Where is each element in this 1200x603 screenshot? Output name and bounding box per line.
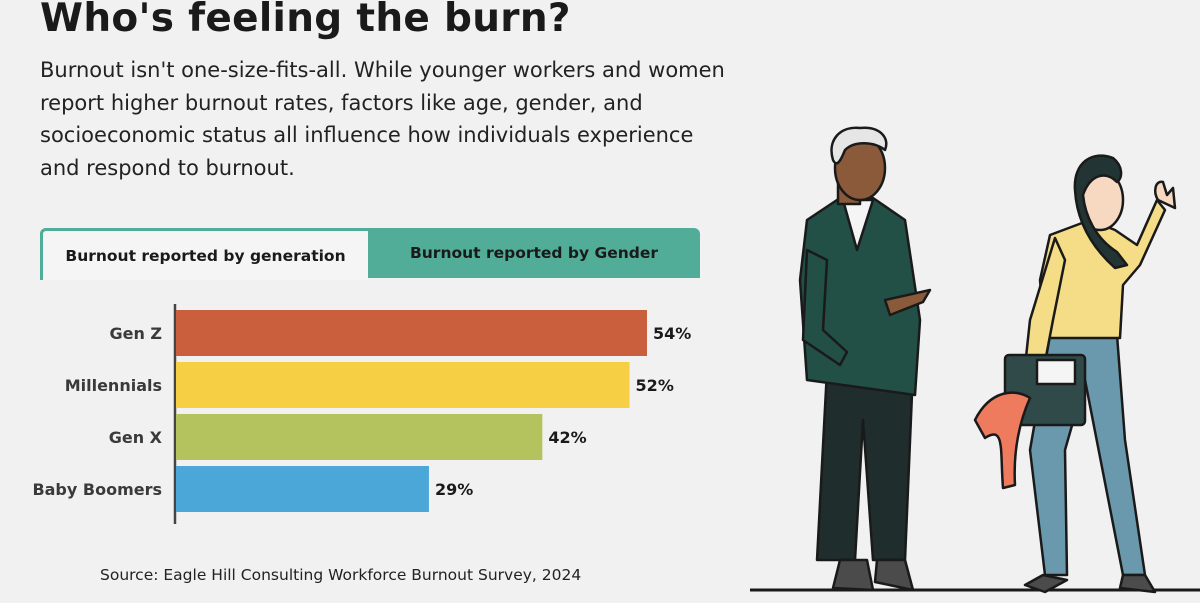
bar-baby-boomers (176, 466, 429, 512)
value-label: 54% (653, 324, 691, 343)
source-note: Source: Eagle Hill Consulting Workforce … (100, 566, 582, 584)
category-label: Baby Boomers (32, 480, 162, 499)
value-label: 42% (548, 428, 586, 447)
tab-gender[interactable]: Burnout reported by Gender (409, 244, 659, 262)
value-label: 52% (636, 376, 674, 395)
category-label: Gen Z (109, 324, 162, 343)
page-title: Who's feeling the burn? (40, 0, 571, 41)
category-label: Gen X (109, 428, 163, 447)
category-label: Millennials (65, 376, 162, 395)
value-label: 29% (435, 480, 473, 499)
tab-bar: Burnout reported by generation Burnout r… (40, 228, 700, 280)
two-workers-illustration-icon (750, 126, 1200, 594)
tab-generation[interactable]: Burnout reported by generation (40, 228, 368, 280)
bar-gen-x (176, 414, 543, 460)
bar-millennials (176, 362, 630, 408)
page-subtitle: Burnout isn't one-size-fits-all. While y… (40, 58, 725, 180)
burnout-bar-chart: Gen Z 54% Millennials 52% Gen X 42% Baby Boome… (32, 304, 691, 524)
bar-gen-z (176, 310, 647, 356)
